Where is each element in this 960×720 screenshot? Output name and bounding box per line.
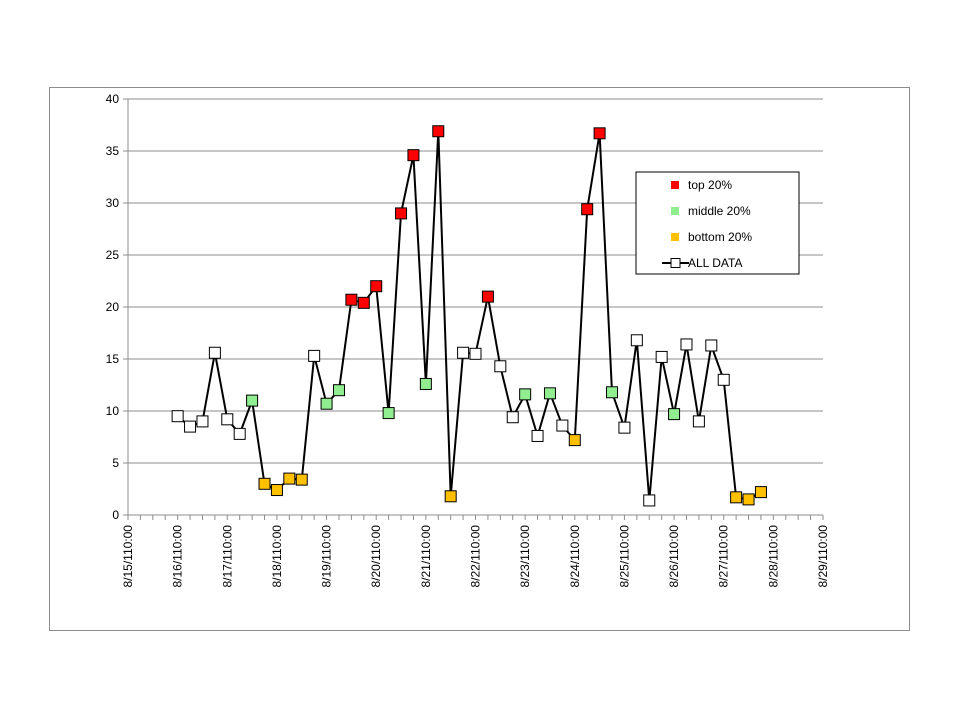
data-point-all	[630, 334, 643, 347]
legend-label: ALL DATA	[688, 256, 742, 270]
data-point-middle	[419, 377, 432, 390]
data-point-bottom	[742, 493, 755, 506]
y-tick-label: 40	[106, 92, 120, 106]
y-tick-label: 25	[106, 248, 120, 262]
data-point-bottom	[258, 477, 271, 490]
data-point-all	[494, 360, 507, 373]
data-point-all	[618, 421, 631, 434]
data-point-all	[184, 420, 197, 433]
data-point-middle	[519, 388, 532, 401]
x-axis: 8/15/110:00 8/16/110:00 8/17/110:00 8/18/11…	[121, 514, 830, 588]
x-tick-label: 8/20/110:00	[369, 525, 383, 588]
data-point-bottom	[270, 484, 283, 497]
x-tick-label: 8/15/110:00	[121, 525, 135, 588]
data-point-all	[655, 350, 668, 363]
data-point-top	[593, 127, 606, 140]
legend: top 20% middle 20% bottom 20% ALL DATA	[635, 171, 800, 275]
y-tick-label: 15	[106, 352, 120, 366]
data-point-middle	[246, 394, 259, 407]
data-point-top	[345, 293, 358, 306]
data-point-bottom	[568, 434, 581, 447]
data-point-top	[407, 149, 420, 162]
legend-swatch	[671, 233, 679, 241]
data-point-all	[308, 349, 321, 362]
data-point-top	[370, 280, 383, 293]
legend-box	[635, 171, 800, 275]
data-point-bottom	[295, 473, 308, 486]
x-tick-label: 8/28/110:00	[766, 525, 780, 588]
y-axis: 0 5 10 15 20 25 30 35 40	[106, 92, 129, 522]
x-tick-label: 8/18/110:00	[270, 525, 284, 588]
data-point-all	[171, 410, 184, 423]
data-point-bottom	[444, 490, 457, 503]
x-tick-label: 8/23/110:00	[518, 525, 532, 588]
data-point-all	[457, 346, 470, 359]
data-point-middle	[668, 408, 681, 421]
data-point-middle	[606, 386, 619, 399]
x-tick-label: 8/21/110:00	[419, 525, 433, 588]
data-point-all	[692, 415, 705, 428]
x-tick-label: 8/27/110:00	[717, 525, 731, 588]
data-point-all	[233, 427, 246, 440]
x-tick-label: 8/25/110:00	[617, 525, 631, 588]
series-markers	[171, 125, 767, 507]
data-point-top	[581, 203, 594, 216]
data-point-bottom	[754, 486, 767, 499]
data-point-all	[208, 346, 221, 359]
legend-label: middle 20%	[688, 204, 751, 218]
x-tick-label: 8/17/110:00	[220, 525, 234, 588]
data-point-bottom	[283, 472, 296, 485]
data-point-top	[481, 290, 494, 303]
y-tick-label: 30	[106, 196, 120, 210]
data-point-all	[531, 429, 544, 442]
gridlines	[128, 98, 823, 516]
data-point-all	[506, 411, 519, 424]
y-tick-label: 5	[112, 456, 119, 470]
chart-area: 0 5 10 15 20 25 30 35 40 8/15/110:00 8/16/110:00 8…	[49, 87, 910, 631]
x-tick-label: 8/22/110:00	[469, 525, 483, 588]
data-point-middle	[332, 384, 345, 397]
x-tick-label: 8/26/110:00	[667, 525, 681, 588]
data-point-middle	[543, 387, 556, 400]
data-point-middle	[382, 407, 395, 420]
data-point-top	[357, 296, 370, 309]
data-point-top	[395, 207, 408, 220]
x-tick-label: 8/29/110:00	[816, 525, 830, 588]
data-point-middle	[320, 397, 333, 410]
legend-label: top 20%	[688, 178, 732, 192]
legend-swatch	[671, 207, 679, 215]
data-point-all	[717, 373, 730, 386]
data-point-all	[469, 347, 482, 360]
legend-label: bottom 20%	[688, 230, 752, 244]
data-point-all	[705, 339, 718, 352]
y-tick-label: 10	[106, 404, 120, 418]
data-point-top	[432, 125, 445, 138]
x-tick-label: 8/19/110:00	[320, 525, 334, 588]
data-point-all	[643, 494, 656, 507]
y-tick-label: 0	[112, 508, 119, 522]
y-tick-label: 20	[106, 300, 120, 314]
legend-swatch	[671, 181, 679, 189]
data-point-all	[196, 415, 209, 428]
legend-swatch	[670, 258, 681, 268]
data-point-all	[556, 419, 569, 432]
x-tick-label: 8/16/110:00	[171, 525, 185, 588]
x-tick-label: 8/24/110:00	[568, 525, 582, 588]
data-point-all	[680, 338, 693, 351]
y-tick-label: 35	[106, 144, 120, 158]
data-point-all	[221, 413, 234, 426]
data-point-bottom	[730, 491, 743, 504]
